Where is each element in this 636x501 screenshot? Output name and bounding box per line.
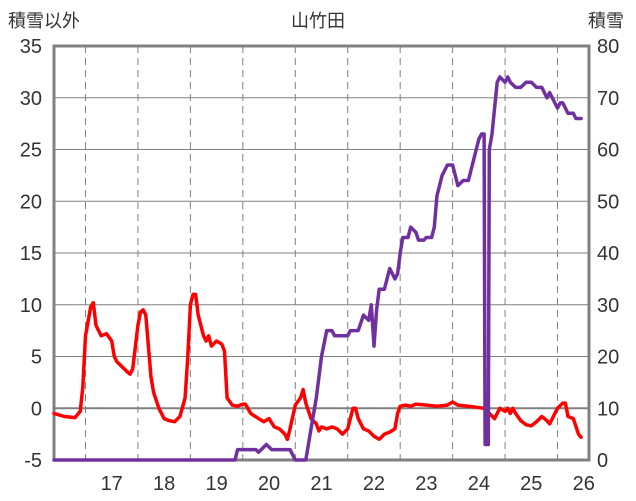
y-left-tick-label: 5 [31, 347, 42, 369]
temperature-line [52, 292, 583, 442]
x-tick-label: 17 [101, 473, 123, 495]
plot-frame [52, 44, 591, 462]
grid [54, 45, 589, 461]
x-tick-label: 26 [573, 473, 595, 495]
y-left-tick-label: -5 [24, 450, 42, 472]
y-right-tick-label: 80 [597, 36, 619, 58]
y-left-tick-label: 15 [20, 243, 42, 265]
x-tick-label: 19 [205, 473, 227, 495]
y-left-tick-label: 0 [31, 398, 42, 420]
axes: -5 0 5 10 15 20 25 30 35 0 10 20 30 40 50 60 70 80 17 18 19 2… [20, 36, 620, 495]
y-right-tick-label: 70 [597, 88, 619, 110]
y-left-tick-label: 20 [20, 191, 42, 213]
y-right-tick-label: 20 [597, 347, 619, 369]
y-right-tick-label: 50 [597, 191, 619, 213]
y-right-tick-label: 30 [597, 295, 619, 317]
y-left-tick-label: 35 [20, 36, 42, 58]
x-tick-label: 20 [258, 473, 280, 495]
y-right-tick-label: 10 [597, 398, 619, 420]
snow-depth-line [52, 75, 583, 462]
y-right-tick-label: 0 [597, 450, 608, 472]
x-tick-label: 24 [468, 473, 490, 495]
chart-title: 山竹田 [291, 11, 345, 32]
x-tick-label: 25 [520, 473, 542, 495]
y-right-tick-label: 40 [597, 243, 619, 265]
x-tick-label: 22 [363, 473, 385, 495]
y-right-tick-label: 60 [597, 140, 619, 162]
left-axis-title: 積雪以外 [8, 11, 80, 32]
x-tick-label: 18 [153, 473, 175, 495]
y-left-tick-label: 10 [20, 295, 42, 317]
y-left-tick-label: 30 [20, 88, 42, 110]
series-group [52, 75, 583, 462]
x-tick-label: 21 [310, 473, 332, 495]
right-axis-title: 積雪 [588, 11, 624, 32]
x-tick-label: 23 [415, 473, 437, 495]
y-left-tick-label: 25 [20, 140, 42, 162]
